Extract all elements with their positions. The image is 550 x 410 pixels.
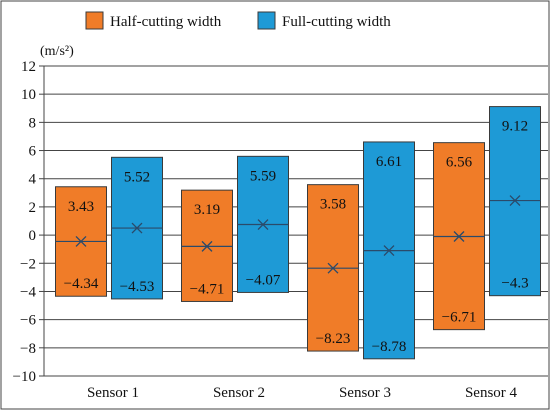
y-tick-label: 6: [29, 144, 37, 160]
y-tick-label: −6: [20, 313, 36, 329]
mean-marker: [131, 222, 143, 234]
mean-marker: [327, 262, 339, 274]
legend-label: Full-cutting width: [282, 14, 391, 30]
min-value-label: −4.34: [64, 276, 99, 292]
legend-label: Half-cutting width: [110, 14, 222, 30]
y-tick-label: 8: [29, 115, 37, 131]
max-value-label: 6.61: [376, 154, 402, 170]
y-tick-label: 2: [29, 200, 37, 216]
legend: Half-cutting width Full-cutting width: [80, 6, 500, 34]
min-value-label: −8.78: [372, 339, 407, 355]
max-value-label: 6.56: [446, 155, 473, 171]
y-axis-unit-label: (m/s²): [40, 44, 74, 59]
y-tick-label: −10: [13, 369, 36, 385]
mean-marker: [383, 245, 395, 257]
min-value-label: −4.07: [246, 272, 281, 288]
max-value-label: 3.43: [68, 199, 94, 215]
max-value-label: 3.19: [194, 202, 220, 218]
legend-background: [80, 6, 500, 34]
y-tick-label: 12: [21, 59, 36, 75]
min-value-label: −4.3: [501, 276, 528, 292]
x-axis: Sensor 1 Sensor 2 Sensor 3 Sensor 4: [87, 385, 518, 401]
min-value-label: −6.71: [442, 310, 477, 326]
bars: 3.43 −4.34 5.52 −4.53 3.19 −4.71 5.59 −4.07 3.58…: [55, 106, 541, 360]
min-value-label: −4.71: [190, 281, 225, 297]
mean-marker: [453, 231, 465, 242]
y-tick-label: 4: [29, 172, 37, 188]
x-tick-label: Sensor 1: [87, 385, 139, 401]
mean-marker: [75, 235, 87, 247]
mean-marker: [257, 219, 269, 230]
y-tick-label: −8: [20, 341, 36, 357]
mean-marker: [201, 240, 213, 252]
max-value-label: 5.59: [250, 168, 276, 184]
y-axis: −10 −8 −6 −4 −2 0 2 4 6 8 10 12: [13, 59, 45, 385]
x-tick-label: Sensor 2: [213, 385, 265, 401]
max-value-label: 5.52: [124, 169, 150, 185]
min-value-label: −4.53: [120, 279, 155, 295]
legend-swatch: [85, 11, 104, 30]
y-tick-label: 0: [29, 228, 37, 244]
mean-marker: [509, 195, 521, 207]
y-tick-label: 10: [21, 87, 36, 103]
x-tick-label: Sensor 3: [339, 385, 391, 401]
legend-swatch: [257, 11, 276, 30]
max-value-label: 3.58: [320, 197, 346, 213]
y-tick-label: −4: [20, 284, 36, 300]
max-value-label: 9.12: [502, 119, 528, 135]
y-tick-label: −2: [20, 256, 36, 272]
min-value-label: −8.23: [316, 331, 351, 347]
x-tick-label: Sensor 4: [465, 385, 518, 401]
